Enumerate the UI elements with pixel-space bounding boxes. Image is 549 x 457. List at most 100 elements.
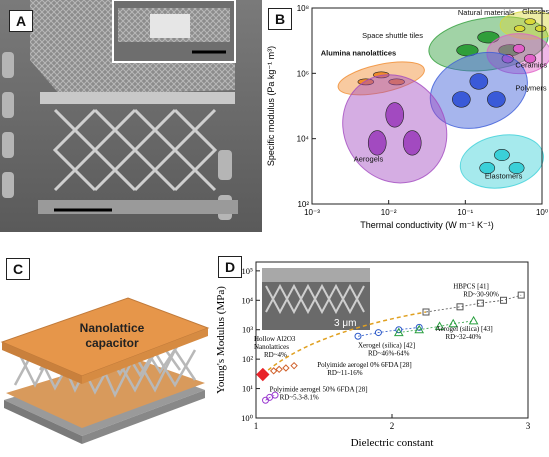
annotation-glasses: Glasses: [522, 7, 549, 16]
series-label: HBPCS [41]: [453, 283, 489, 291]
y-axis-label: Young's Modulus (MPa): [215, 286, 227, 394]
data-point: [414, 324, 425, 334]
region-alumina-nanolattices: [337, 61, 425, 96]
y-tick-label: 10⁵: [242, 266, 254, 276]
y-tick-label: 10³: [242, 325, 254, 335]
region-glasses: [499, 10, 549, 40]
capacitor-subtitle: capacitor: [85, 336, 139, 350]
x-tick-label: 10⁻²: [381, 208, 397, 217]
data-blob: [367, 130, 387, 156]
x-tick-label: 2: [390, 421, 395, 431]
series-trend-line: [398, 320, 474, 333]
y-tick-label: 10²: [297, 200, 309, 209]
y-tick-label: 10⁰: [241, 413, 254, 423]
y-tick-label: 10²: [242, 354, 254, 364]
annotation-alumina-nanolattices: Alumina nanolattices: [321, 49, 396, 58]
y-tick-label: 10⁴: [297, 135, 310, 144]
y-axis-label: Specific modulus (Pa kg⁻¹ m³): [266, 46, 276, 166]
data-point: [374, 329, 382, 337]
data-blob: [494, 148, 510, 162]
data-point: [282, 364, 290, 372]
x-tick-label: 10⁰: [536, 208, 548, 217]
data-point: [415, 323, 423, 331]
x-tick-label: 3: [526, 421, 531, 431]
data-point: [271, 391, 279, 399]
sem-inset: 3 μm: [262, 268, 370, 330]
region-aerogels: [342, 74, 448, 184]
data-point: [393, 327, 404, 337]
series-trend-line: [425, 294, 522, 313]
series-sublabel: RD~30-90%: [463, 291, 499, 299]
y-tick-label: 10⁶: [297, 69, 309, 78]
x-tick-label: 1: [254, 421, 259, 431]
y-tick-label: 10¹: [242, 384, 254, 394]
data-point: [468, 315, 479, 325]
capacitor-illustration: Nanolattice capacitor: [0, 297, 210, 444]
data-point: [354, 332, 362, 340]
series-label: Nanolattices: [254, 343, 289, 351]
panel-a-sem-image: [0, 0, 262, 232]
series-label: Aerogel (silica) [43]: [436, 325, 493, 333]
data-blob: [513, 25, 526, 32]
panel-a-label: A: [9, 10, 33, 32]
y-tick-label: 10⁸: [297, 4, 309, 13]
data-blob: [512, 43, 525, 54]
series-label: Polyimide aerogel 50% 6FDA [28]: [270, 385, 368, 393]
capacitor-title: Nanolattice: [80, 321, 145, 335]
series-sublabel: RD~32-40%: [446, 333, 482, 341]
series-label: Polyimide aerogel 0% 6FDA [28]: [317, 361, 412, 369]
data-blob: [385, 102, 405, 128]
y-tick-label: 10⁴: [242, 295, 254, 305]
annotation-polymers: Polymers: [515, 83, 547, 92]
data-point: [290, 361, 298, 370]
panel-a: A: [0, 0, 262, 232]
data-blob: [452, 91, 471, 108]
region-polymers: [429, 52, 528, 129]
data-blob: [479, 161, 496, 175]
x-tick-label: 10⁻¹: [457, 208, 473, 217]
data-blob: [402, 130, 422, 156]
inset-scale-label: 3 μm: [334, 318, 356, 329]
panel-d-chart: 1 2 3 10⁰ 10¹ 10² 10³ 10⁴ 10⁵ 3 μm Hollow Al2O3N…: [215, 261, 531, 449]
data-blob: [469, 73, 489, 90]
data-blob: [524, 53, 537, 64]
annotation-ceramics: Ceramics: [515, 61, 547, 70]
series-sublabel: RD~4%: [264, 351, 287, 359]
x-tick-label: 10⁻³: [304, 208, 320, 217]
region-elastomers: [459, 134, 545, 189]
annotation-natural-materials: Natural materials: [458, 8, 515, 17]
data-point: [269, 367, 278, 375]
panel-c: Nanolattice capacitor C: [0, 250, 210, 452]
x-axis-label: Thermal conductivity (W m⁻¹ K⁻¹): [360, 220, 494, 230]
data-blob: [524, 18, 536, 25]
data-point: [275, 365, 283, 374]
data-point: [500, 296, 508, 304]
data-blob: [388, 78, 405, 86]
series-label: Xerogel (silica) [42]: [358, 341, 415, 349]
data-point: [476, 299, 484, 307]
data-point: [395, 326, 403, 334]
series-sublabel: RD~5.3-8.1%: [280, 393, 319, 401]
annotation-space-shuttle-tiles: Space shuttle tiles: [362, 31, 423, 40]
panel-c-label: C: [6, 258, 30, 280]
panel-b-chart: 10⁻³ 10⁻² 10⁻¹ 10⁰ 10² 10⁴ 10⁶ 10⁸ Thermal cond…: [266, 4, 549, 230]
data-point: [448, 318, 459, 328]
data-blob: [487, 91, 506, 108]
annotation-aerogels: Aerogels: [354, 154, 384, 163]
series-label: Hollow Al2O3: [254, 335, 296, 343]
series-sublabel: RD~46%-64%: [368, 349, 410, 357]
data-point: [517, 291, 525, 299]
data-point: [456, 303, 464, 311]
series-sublabel: RD~11-16%: [327, 369, 363, 377]
region-ceramics: [486, 33, 549, 75]
data-point: [434, 321, 445, 330]
data-blob: [534, 25, 547, 32]
annotation-elastomers: Elastomers: [485, 172, 523, 181]
x-axis-label: Dielectric constant: [351, 437, 434, 449]
data-blob: [508, 161, 525, 175]
data-point: [422, 308, 430, 316]
data-point: [256, 367, 270, 382]
panel-b: 10⁻³ 10⁻² 10⁻¹ 10⁰ 10² 10⁴ 10⁶ 10⁸ Thermal cond…: [262, 0, 549, 232]
panel-d-label: D: [218, 256, 242, 278]
panel-d: 1 2 3 10⁰ 10¹ 10² 10³ 10⁴ 10⁵ 3 μm Hollow Al2O3 N…: [210, 250, 549, 452]
